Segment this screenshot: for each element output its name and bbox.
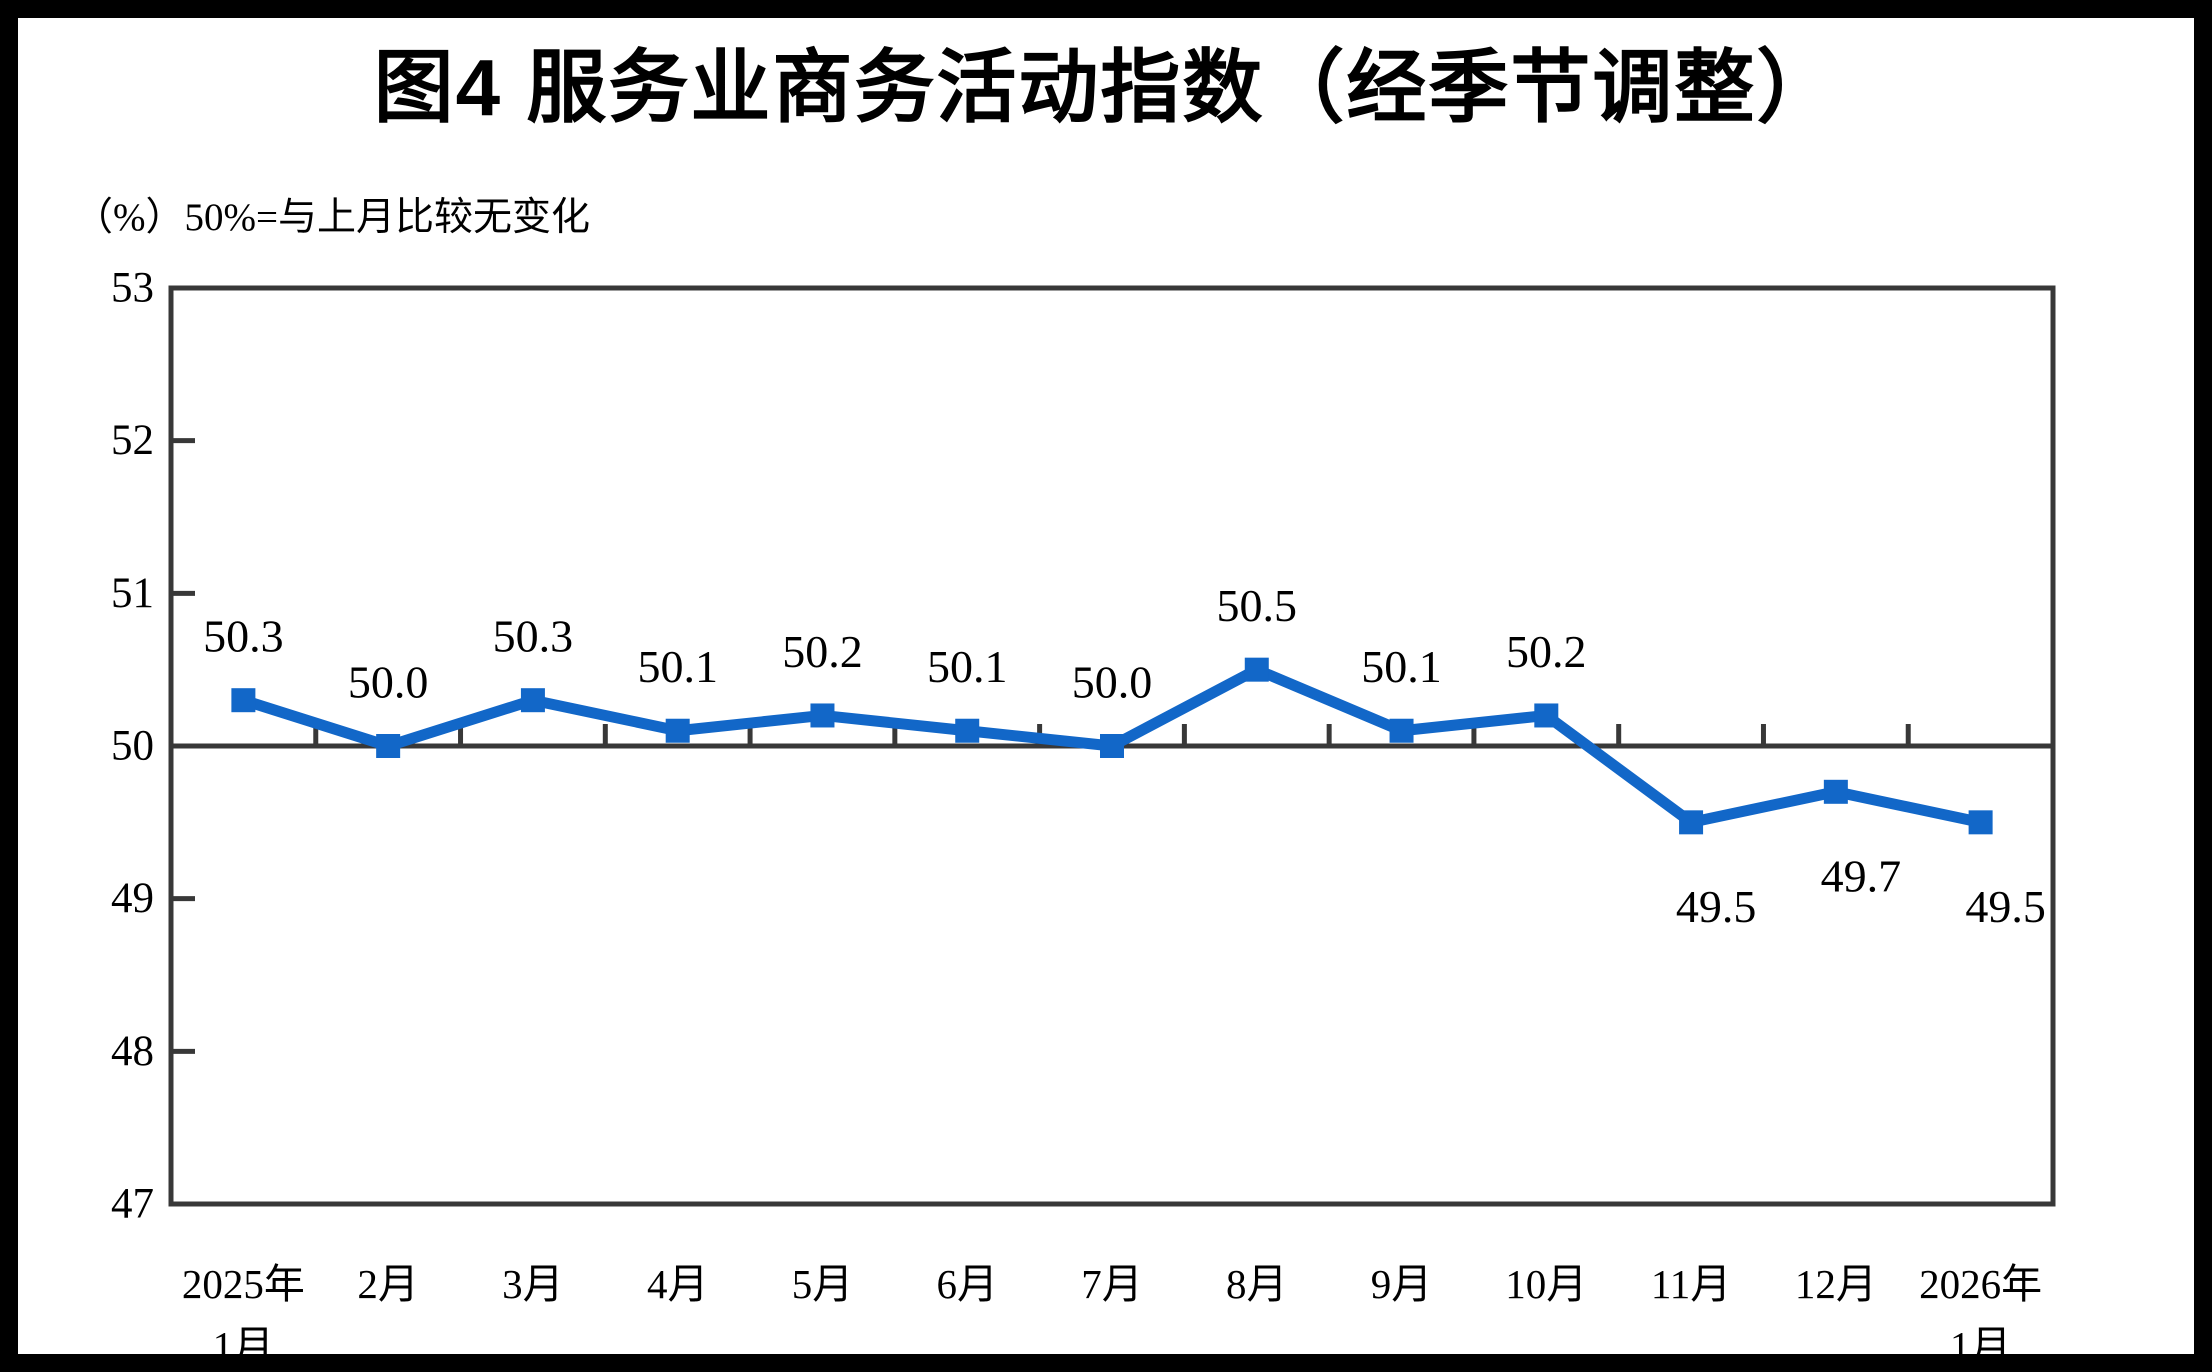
x-axis-category-label: 5月 bbox=[792, 1261, 854, 1307]
data-point-marker bbox=[1100, 734, 1124, 758]
y-axis-tick-label: 50 bbox=[111, 723, 154, 770]
x-axis-category-label: 3月 bbox=[502, 1261, 564, 1307]
data-point-label: 49.7 bbox=[1821, 850, 1902, 901]
x-axis-category-label: 9月 bbox=[1371, 1261, 1433, 1307]
y-axis-tick-label: 48 bbox=[111, 1028, 154, 1075]
x-axis-category-label: 4月 bbox=[647, 1261, 709, 1307]
y-axis-tick-label: 49 bbox=[111, 875, 154, 922]
plot-border bbox=[168, 285, 2056, 1207]
data-point-label: 50.2 bbox=[782, 626, 863, 677]
data-point-marker bbox=[1968, 810, 1993, 835]
data-point-marker bbox=[231, 688, 256, 713]
y-axis-tick-label: 52 bbox=[111, 417, 154, 464]
data-point-label: 50.0 bbox=[1072, 657, 1153, 708]
data-point-label: 50.3 bbox=[203, 611, 284, 662]
data-point-marker bbox=[955, 718, 980, 743]
data-point-label: 49.5 bbox=[1676, 881, 1757, 932]
data-point-marker bbox=[665, 718, 690, 743]
data-point-label: 50.1 bbox=[637, 641, 718, 692]
data-point-label: 50.3 bbox=[493, 611, 574, 662]
data-point-label: 50.2 bbox=[1506, 626, 1587, 677]
x-axis-category-label: 6月 bbox=[936, 1261, 998, 1307]
x-axis-category-label: 2月 bbox=[357, 1261, 419, 1307]
x-axis-category-label: 12月 bbox=[1795, 1261, 1877, 1307]
x-axis-category-label: 2026年 bbox=[1919, 1261, 2042, 1307]
x-axis-category-label: 8月 bbox=[1226, 1261, 1288, 1307]
data-point-label: 50.5 bbox=[1217, 580, 1298, 631]
x-axis-category-label: 11月 bbox=[1651, 1261, 1731, 1307]
x-axis-category-label: 1月 bbox=[1950, 1323, 2012, 1354]
chart-canvas: 图4 服务业商务活动指数（经季节调整） （%）50%=与上月比较无变化 53 52… bbox=[18, 18, 2194, 1354]
y-axis-tick-label: 53 bbox=[111, 265, 154, 312]
y-axis-tick-label: 47 bbox=[111, 1181, 154, 1228]
x-axis-category-label: 7月 bbox=[1081, 1261, 1143, 1307]
data-point-marker bbox=[1534, 703, 1559, 728]
data-point-label: 50.1 bbox=[927, 641, 1008, 692]
axis-unit-note: （%）50%=与上月比较无变化 bbox=[74, 196, 590, 239]
chart-title: 图4 服务业商务活动指数（经季节调整） bbox=[373, 43, 1839, 132]
data-point-label: 50.1 bbox=[1361, 641, 1442, 692]
x-axis-category-label: 2025年 bbox=[182, 1261, 305, 1307]
line-chart-plot: 53 52 51 50 49 48 47 50.3 50.0 50.3 50.1 50.2 50.1 50… bbox=[111, 265, 2056, 1354]
data-point-marker bbox=[1823, 779, 1848, 804]
data-point-marker bbox=[520, 688, 545, 713]
data-point-marker bbox=[1244, 657, 1269, 682]
data-point-marker bbox=[810, 703, 835, 728]
data-point-marker bbox=[1679, 810, 1704, 835]
x-axis-category-label: 1月 bbox=[213, 1323, 275, 1354]
x-axis-category-label: 10月 bbox=[1505, 1261, 1587, 1307]
data-point-label: 49.5 bbox=[1965, 881, 2046, 932]
y-axis-tick-label: 51 bbox=[111, 570, 154, 617]
data-point-marker bbox=[1389, 718, 1414, 743]
data-point-marker bbox=[376, 734, 401, 758]
data-point-label: 50.0 bbox=[348, 657, 429, 708]
